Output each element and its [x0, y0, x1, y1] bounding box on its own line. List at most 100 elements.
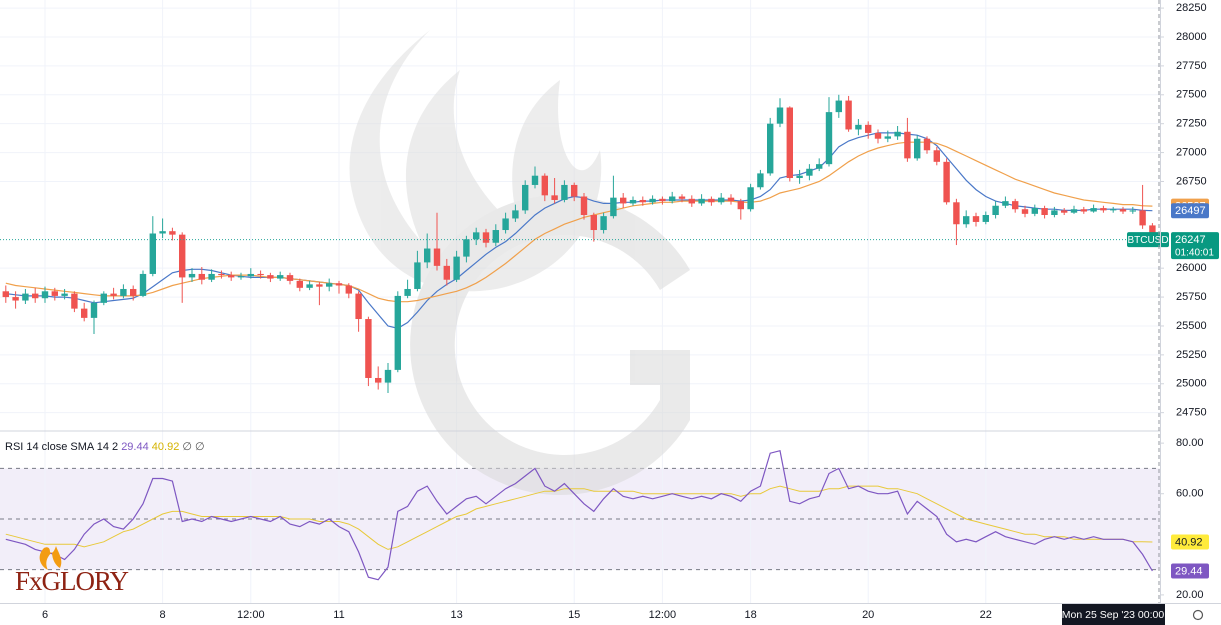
candle-body	[404, 288, 411, 296]
ma-fast-badge: 26497	[1175, 205, 1206, 217]
x-tick-label: 18	[744, 609, 756, 621]
rsi-legend: RSI 14 close SMA 14 2 29.44 40.92 ∅ ∅	[5, 441, 205, 453]
candle-body	[1041, 208, 1048, 215]
settings-icon[interactable]	[1192, 609, 1204, 621]
candle-body	[541, 175, 548, 196]
candle-body	[825, 112, 833, 165]
candle-body	[835, 100, 842, 113]
y-tick-label: 28250	[1176, 2, 1207, 14]
x-tick-label: 12:00	[237, 609, 265, 621]
candle-body	[933, 150, 940, 162]
candle-body	[610, 197, 617, 217]
candle-body	[179, 234, 186, 278]
y-tick-label: 28000	[1176, 31, 1207, 43]
candle-body	[228, 275, 235, 278]
candle-body	[502, 218, 509, 231]
y-tick-label: 24750	[1176, 407, 1207, 419]
y-tick-label: 25500	[1176, 320, 1207, 332]
candle-body	[678, 196, 686, 199]
marks-layer	[0, 94, 1160, 581]
y-tick-label: 25250	[1176, 349, 1207, 361]
candle-body	[267, 275, 274, 279]
candle-body	[100, 293, 107, 303]
moving-average	[5, 132, 1153, 329]
candle-body	[531, 175, 539, 185]
candle-body	[688, 198, 695, 204]
rsi-line	[5, 449, 1153, 581]
watermark-g	[410, 195, 690, 496]
candle-body	[41, 291, 49, 299]
candle-body	[1090, 208, 1097, 212]
candle-body	[561, 184, 568, 200]
candle-body	[120, 288, 127, 296]
candle-body	[198, 273, 205, 280]
candle-body	[473, 232, 480, 240]
candle-body	[590, 215, 597, 231]
candle-body	[1110, 209, 1117, 211]
last-price-label: 26247	[1175, 234, 1206, 246]
candle-body	[767, 123, 774, 174]
candle-body	[149, 233, 156, 274]
x-tick-label: 8	[160, 609, 166, 621]
rsi-sma-badge-bg	[1171, 534, 1209, 550]
y-tick-label: 27000	[1176, 146, 1207, 158]
candle-body	[776, 107, 784, 124]
candle-body	[424, 248, 431, 263]
candle-body	[463, 239, 470, 257]
candle-body	[335, 283, 343, 286]
candle-body	[345, 285, 352, 294]
candle-body	[482, 232, 490, 243]
candle-body	[718, 197, 725, 203]
candle-body	[375, 377, 382, 383]
candle-body	[139, 273, 147, 296]
candle-body	[326, 283, 333, 287]
candle-body	[512, 210, 519, 219]
candle-body	[865, 124, 872, 133]
logo-text: FxGLORY	[15, 566, 129, 596]
candle-body	[316, 284, 323, 287]
candle-body	[620, 197, 627, 204]
candle-body	[22, 293, 29, 301]
y-tick-label: 60.00	[1176, 488, 1204, 500]
candle-body	[943, 161, 950, 203]
candle-body	[355, 293, 362, 320]
candle-body	[806, 168, 813, 176]
candle-body	[639, 199, 646, 203]
candle-body	[296, 280, 303, 288]
moving-average	[5, 141, 1153, 303]
candle-body	[61, 293, 68, 296]
candle-body	[963, 216, 970, 225]
candle-body	[992, 205, 999, 215]
candle-body	[972, 216, 980, 222]
candle-body	[169, 231, 176, 235]
logo-flame	[39, 546, 62, 570]
candle-body	[247, 273, 254, 277]
candle-body	[1012, 201, 1019, 210]
candle-body	[1051, 210, 1058, 215]
candle-body	[669, 196, 676, 202]
crosshair-label-bg	[1062, 604, 1165, 625]
x-tick-label: 6	[42, 609, 48, 621]
y-tick-label: 27750	[1176, 60, 1207, 72]
watermark	[349, 30, 690, 496]
x-tick-label: 22	[980, 609, 992, 621]
crosshair-label: Mon 25 Sep '23 00:00	[1062, 609, 1165, 621]
candle-body	[453, 256, 460, 280]
candle-body	[1070, 209, 1078, 213]
candle-body	[286, 275, 294, 281]
candle-body	[649, 198, 656, 203]
candle-body	[600, 216, 607, 231]
candle-body	[1021, 209, 1029, 214]
candle-body	[874, 132, 882, 139]
candle-body	[1119, 209, 1127, 212]
candle-body	[747, 187, 754, 210]
candle-body	[492, 230, 499, 243]
candle-body	[365, 319, 372, 378]
candle-body	[737, 201, 744, 210]
symbol-badge: BTCUSD	[1127, 235, 1168, 246]
candle-body	[443, 265, 450, 280]
x-tick-label: 13	[450, 609, 462, 621]
candle-body	[1129, 210, 1136, 212]
y-tick-label: 27250	[1176, 118, 1207, 130]
candle-body	[786, 107, 793, 179]
